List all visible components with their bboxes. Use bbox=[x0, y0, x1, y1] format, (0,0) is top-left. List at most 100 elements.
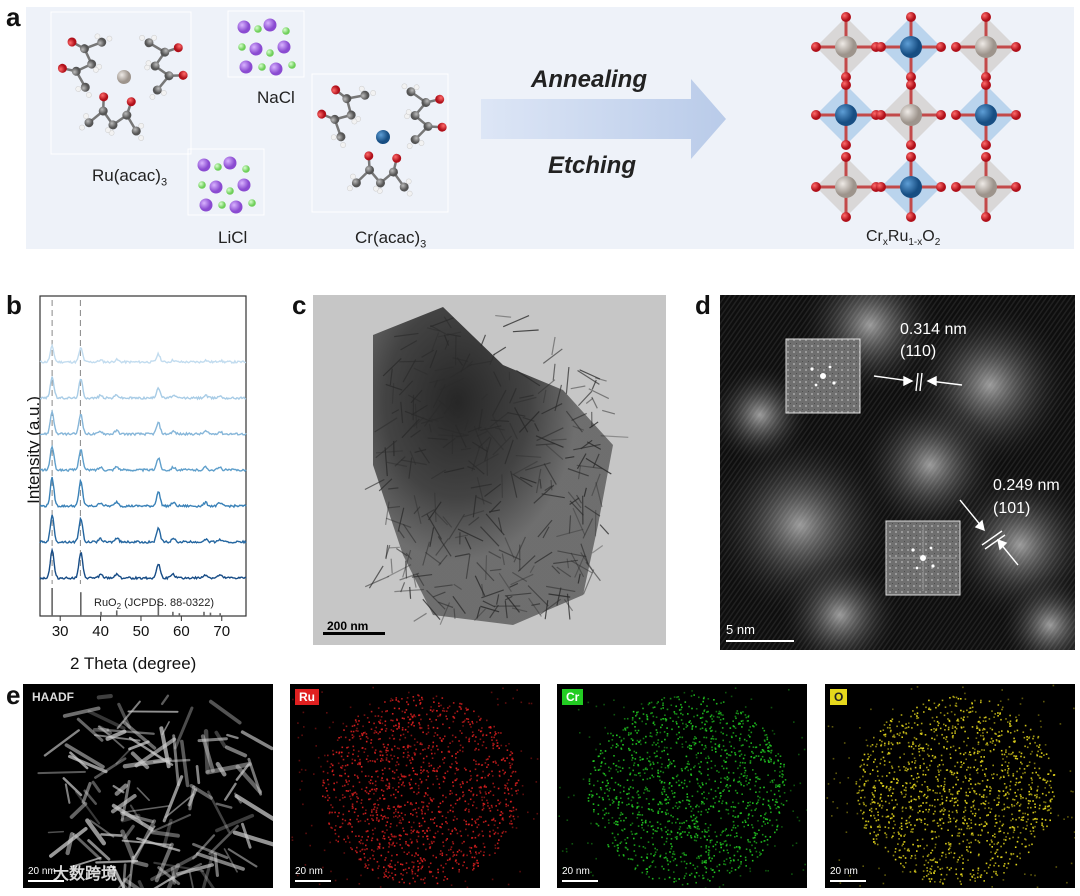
haadf-nanostructure bbox=[226, 733, 239, 740]
eds-signal-dot bbox=[617, 760, 620, 762]
eds-signal-dot bbox=[695, 708, 698, 710]
eds-signal-dot bbox=[993, 870, 995, 873]
eds-signal-dot bbox=[982, 796, 985, 798]
eds-signal-dot bbox=[443, 879, 445, 881]
eds-signal-dot bbox=[929, 871, 931, 873]
eds-signal-dot bbox=[924, 774, 927, 776]
eds-signal-dot bbox=[955, 783, 957, 786]
eds-signal-dot bbox=[655, 729, 658, 731]
eds-signal-dot bbox=[605, 812, 608, 814]
eds-signal-dot bbox=[931, 865, 933, 868]
eds-signal-dot bbox=[370, 788, 373, 791]
eds-signal-dot bbox=[685, 862, 688, 865]
eds-signal-dot bbox=[883, 760, 886, 762]
eds-signal-dot bbox=[631, 754, 633, 757]
eds-signal-dot bbox=[691, 707, 693, 710]
eds-signal-dot bbox=[501, 818, 504, 821]
eds-signal-dot bbox=[719, 719, 722, 721]
eds-signal-dot bbox=[865, 780, 867, 783]
eds-signal-dot bbox=[905, 786, 907, 789]
eds-signal-dot bbox=[413, 855, 416, 858]
eds-signal-dot bbox=[1026, 736, 1028, 738]
eds-signal-dot bbox=[921, 749, 924, 752]
eds-signal-dot bbox=[461, 732, 463, 734]
eds-signal-dot bbox=[939, 769, 942, 772]
eds-signal-dot bbox=[901, 870, 904, 873]
eds-signal-dot bbox=[979, 834, 982, 836]
eds-signal-dot bbox=[652, 761, 654, 764]
eds-signal-dot bbox=[669, 717, 672, 719]
eds-signal-dot bbox=[962, 719, 965, 722]
eds-signal-dot bbox=[926, 786, 929, 788]
eds-signal-dot bbox=[999, 700, 1002, 702]
eds-signal-dot bbox=[617, 804, 620, 806]
eds-signal-dot bbox=[1035, 797, 1038, 799]
eds-signal-dot bbox=[722, 767, 725, 770]
eds-signal-dot bbox=[389, 700, 392, 702]
eds-signal-dot bbox=[865, 820, 867, 823]
eds-signal-dot bbox=[670, 814, 672, 817]
eds-signal-dot bbox=[880, 743, 883, 746]
nanoneedle bbox=[480, 526, 500, 547]
eds-signal-dot bbox=[377, 715, 380, 717]
eds-signal-dot bbox=[694, 867, 696, 870]
eds-signal-dot bbox=[381, 830, 384, 833]
eds-signal-dot bbox=[630, 799, 633, 802]
eds-signal-dot bbox=[884, 832, 886, 834]
eds-signal-dot bbox=[494, 734, 496, 736]
eds-signal-dot bbox=[682, 787, 684, 789]
eds-signal-dot bbox=[989, 790, 991, 792]
eds-signal-dot bbox=[775, 819, 778, 821]
eds-signal-dot bbox=[492, 775, 494, 777]
eds-signal-dot bbox=[773, 762, 775, 765]
eds-signal-dot bbox=[658, 877, 661, 880]
eds-signal-dot bbox=[366, 848, 368, 850]
eds-signal-dot bbox=[914, 869, 916, 872]
eds-signal-dot bbox=[693, 839, 696, 842]
eds-signal-dot bbox=[477, 818, 479, 820]
eds-signal-dot bbox=[649, 777, 651, 779]
hydrogen-atom bbox=[350, 173, 356, 180]
eds-signal-dot bbox=[750, 742, 752, 744]
eds-signal-dot bbox=[978, 853, 980, 856]
eds-signal-dot bbox=[939, 881, 941, 883]
eds-signal-dot bbox=[445, 817, 447, 819]
eds-signal-dot bbox=[499, 814, 501, 816]
eds-signal-dot bbox=[482, 734, 484, 737]
eds-signal-dot bbox=[765, 812, 767, 814]
eds-signal-dot bbox=[428, 843, 431, 846]
eds-signal-dot bbox=[860, 809, 862, 812]
eds-signal-dot bbox=[701, 727, 704, 729]
eds-signal-dot bbox=[449, 833, 452, 835]
nacl-cluster bbox=[227, 10, 305, 78]
eds-signal-dot bbox=[872, 793, 874, 796]
carbon-atom bbox=[375, 178, 385, 188]
eds-signal-dot bbox=[845, 831, 848, 833]
nanoneedle bbox=[588, 388, 610, 400]
eds-signal-dot bbox=[709, 715, 712, 718]
oxygen-atom bbox=[392, 153, 402, 163]
cation-atom bbox=[223, 156, 237, 170]
xrd-xtick-label: 40 bbox=[92, 623, 109, 640]
eds-signal-dot bbox=[738, 865, 741, 868]
eds-signal-dot bbox=[1009, 722, 1011, 725]
eds-signal-dot bbox=[411, 722, 414, 725]
eds-signal-dot bbox=[401, 717, 404, 719]
eds-signal-dot bbox=[449, 809, 452, 812]
eds-signal-dot bbox=[887, 827, 890, 829]
eds-signal-dot bbox=[1044, 805, 1047, 808]
eds-signal-dot bbox=[680, 719, 683, 721]
eds-signal-dot bbox=[617, 807, 619, 809]
eds-signal-dot bbox=[502, 758, 504, 761]
eds-signal-dot bbox=[846, 811, 848, 814]
eds-signal-dot bbox=[885, 787, 888, 789]
eds-signal-dot bbox=[421, 743, 423, 746]
eds-signal-dot bbox=[759, 744, 761, 746]
eds-signal-dot bbox=[936, 720, 939, 723]
eds-signal-dot bbox=[1013, 827, 1016, 829]
nanoneedle bbox=[566, 558, 570, 569]
eds-signal-dot bbox=[493, 743, 495, 745]
eds-signal-dot bbox=[967, 787, 970, 790]
eds-signal-dot bbox=[682, 713, 684, 716]
haadf-nanostructure bbox=[87, 709, 126, 730]
